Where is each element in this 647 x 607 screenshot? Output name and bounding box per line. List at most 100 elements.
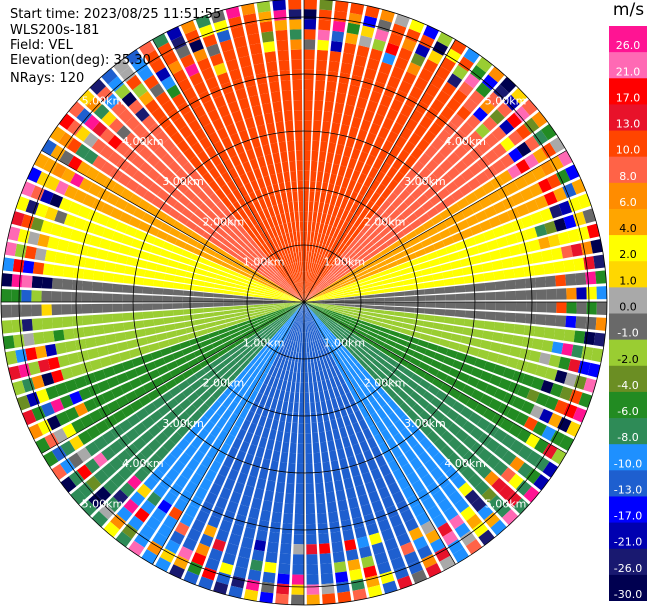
range-gate	[480, 339, 492, 350]
range-gate	[313, 304, 324, 308]
range-gate	[375, 223, 386, 234]
range-gate	[462, 420, 476, 434]
range-gate	[419, 261, 431, 270]
range-gate	[414, 224, 426, 236]
range-gate	[398, 189, 411, 202]
range-gate	[301, 352, 304, 363]
range-gate	[488, 215, 502, 228]
range-gate	[358, 372, 368, 384]
range-gate	[493, 270, 505, 281]
range-gate	[279, 70, 291, 82]
range-gate	[139, 524, 156, 540]
range-gate	[557, 231, 571, 245]
range-gate	[163, 281, 175, 289]
range-gate	[401, 37, 417, 52]
range-gate	[264, 51, 277, 63]
range-gate	[67, 119, 83, 136]
range-gate	[318, 431, 327, 443]
range-gate	[80, 361, 93, 374]
range-gate	[93, 270, 105, 281]
range-gate	[172, 220, 185, 232]
range-gate	[214, 232, 225, 243]
range-gate	[329, 450, 338, 462]
range-gate	[423, 281, 435, 289]
range-gate	[595, 317, 607, 331]
range-gate	[222, 208, 234, 220]
range-gate	[525, 313, 536, 325]
range-gate	[313, 296, 324, 300]
range-gate	[435, 294, 446, 301]
range-gate	[424, 145, 438, 159]
range-gate	[183, 308, 194, 315]
range-gate	[132, 437, 147, 451]
range-gate	[515, 313, 526, 324]
range-gate	[333, 153, 342, 166]
range-gate	[319, 233, 326, 245]
range-gate	[266, 61, 278, 73]
range-gate	[462, 384, 475, 397]
range-gate	[230, 575, 246, 589]
range-gate	[2, 335, 15, 350]
range-gate	[87, 383, 102, 397]
range-gate	[559, 434, 574, 452]
range-gate	[233, 366, 244, 378]
range-gate	[274, 19, 288, 31]
range-gate	[501, 257, 514, 269]
range-gate	[378, 330, 389, 339]
range-gate	[312, 307, 321, 314]
range-gate	[205, 348, 217, 358]
range-gate	[194, 385, 207, 397]
range-gate	[432, 166, 446, 180]
range-gate	[535, 314, 547, 326]
range-gate	[344, 266, 355, 275]
range-gate	[343, 477, 354, 490]
range-gate	[358, 251, 369, 260]
range-gate	[155, 130, 169, 145]
range-gate	[309, 351, 314, 363]
range-gate	[304, 402, 310, 414]
range-gate	[63, 213, 77, 228]
range-gate	[254, 289, 265, 294]
range-gate	[548, 354, 561, 368]
range-gate	[354, 409, 364, 422]
range-gate	[246, 228, 256, 240]
range-gate	[307, 283, 313, 293]
range-gate	[221, 171, 233, 184]
range-gate	[259, 591, 274, 604]
range-gate	[381, 392, 392, 404]
range-gate	[224, 433, 236, 446]
range-ring-label: 5.00km	[485, 498, 527, 511]
range-gate	[310, 341, 315, 352]
range-gate	[245, 335, 255, 344]
range-gate	[229, 68, 242, 82]
range-gate	[385, 204, 396, 216]
range-gate	[253, 487, 265, 500]
range-gate	[166, 360, 179, 371]
range-gate	[196, 268, 208, 276]
range-gate	[147, 253, 160, 263]
range-gate	[183, 430, 196, 444]
range-gate	[218, 212, 229, 224]
range-gate	[254, 310, 265, 316]
range-gate	[296, 160, 303, 171]
range-gate	[331, 163, 340, 175]
range-gate	[243, 13, 258, 26]
range-gate	[307, 231, 311, 242]
range-gate	[291, 59, 302, 71]
range-gate	[397, 357, 409, 368]
range-gate	[430, 265, 443, 274]
range-gate	[506, 407, 520, 422]
range-gate	[239, 440, 250, 453]
range-gate	[500, 136, 515, 152]
range-gate	[278, 325, 287, 335]
range-gate	[50, 398, 65, 413]
range-gate	[166, 84, 181, 99]
range-gate	[311, 273, 317, 284]
range-gate	[206, 210, 218, 221]
range-gate	[353, 182, 363, 194]
range-gate	[306, 594, 320, 605]
range-gate	[425, 159, 439, 173]
range-gate	[271, 511, 282, 523]
range-gate	[257, 82, 269, 95]
range-gate	[194, 208, 206, 220]
